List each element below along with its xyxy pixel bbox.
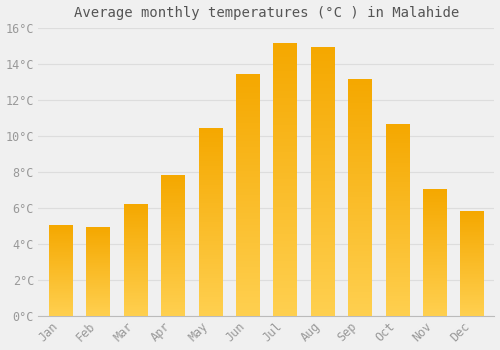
Title: Average monthly temperatures (°C ) in Malahide: Average monthly temperatures (°C ) in Ma… [74, 6, 459, 20]
